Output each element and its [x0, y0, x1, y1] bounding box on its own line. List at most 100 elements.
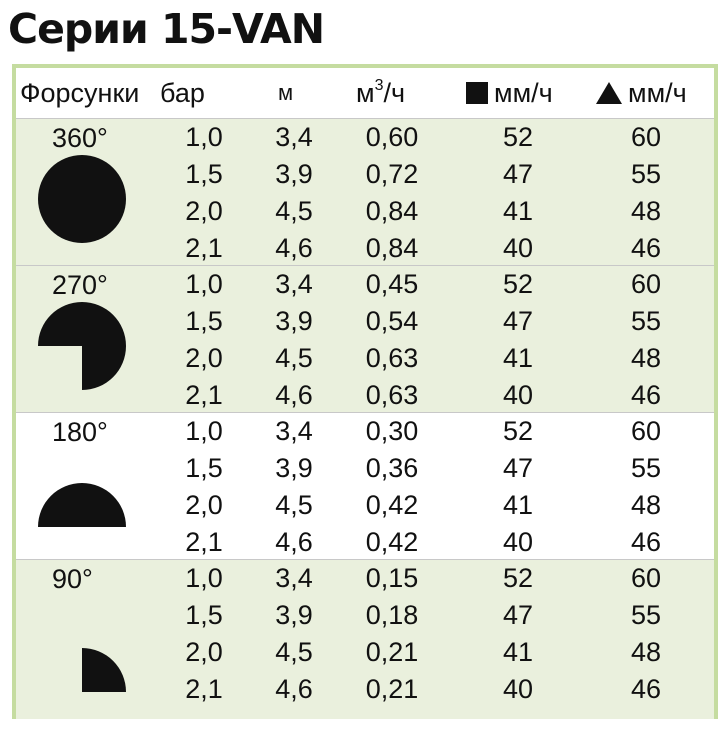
cell-square-rate: 41	[502, 196, 534, 226]
cell-bar: 2,1	[185, 233, 223, 263]
cell-m: 4,6	[275, 527, 313, 557]
table-row: 2,1 4,6 0,63 40 46	[16, 377, 714, 414]
three-quarter-circle-icon	[38, 302, 126, 390]
cell-square-rate: 52	[502, 269, 534, 299]
cell-bar: 1,5	[185, 159, 223, 189]
half-circle-icon	[38, 483, 126, 527]
cell-triangle-rate: 55	[630, 159, 662, 189]
angle-label: 270°	[52, 270, 108, 300]
header-triangle-label: мм/ч	[628, 78, 687, 108]
table-row: 1,0 3,4 0,60 52 60	[16, 119, 714, 156]
cell-triangle-rate: 48	[630, 343, 662, 373]
cell-bar: 1,0	[185, 563, 223, 593]
cell-bar: 1,0	[185, 122, 223, 152]
cell-square-rate: 52	[502, 122, 534, 152]
cell-m: 3,9	[275, 306, 313, 336]
cell-flow: 0,72	[365, 159, 419, 189]
cell-bar: 2,0	[185, 196, 223, 226]
header-nozzles: Форсунки	[20, 78, 140, 108]
table-row: 2,0 4,5 0,63 41 48	[16, 340, 714, 377]
table-row: 1,0 3,4 0,45 52 60	[16, 266, 714, 303]
cell-square-rate: 52	[502, 563, 534, 593]
table-row: 1,5 3,9 0,36 47 55	[16, 450, 714, 487]
cell-m: 4,5	[275, 196, 313, 226]
cell-bar: 2,1	[185, 674, 223, 704]
cell-flow: 0,21	[365, 637, 419, 667]
square-icon	[466, 82, 488, 104]
cell-triangle-rate: 46	[630, 527, 662, 557]
nozzle-group-180: 180° 1,0 3,4 0,30 52 60 1,5 3,9 0,36 47 …	[16, 412, 714, 559]
cell-square-rate: 52	[502, 416, 534, 446]
cell-flow: 0,21	[365, 674, 419, 704]
cell-triangle-rate: 46	[630, 233, 662, 263]
cell-triangle-rate: 60	[630, 416, 662, 446]
angle-label: 90°	[52, 564, 93, 594]
header-square-label: мм/ч	[494, 78, 553, 108]
cell-flow: 0,45	[365, 269, 419, 299]
cell-flow: 0,18	[365, 600, 419, 630]
cell-triangle-rate: 60	[630, 563, 662, 593]
cell-square-rate: 47	[502, 159, 534, 189]
cell-bar: 2,0	[185, 490, 223, 520]
cell-bar: 1,5	[185, 306, 223, 336]
cell-flow: 0,60	[365, 122, 419, 152]
cell-bar: 1,5	[185, 453, 223, 483]
cell-square-rate: 40	[502, 233, 534, 263]
cell-square-rate: 40	[502, 527, 534, 557]
table-row: 2,0 4,5 0,21 41 48	[16, 634, 714, 671]
cell-square-rate: 47	[502, 600, 534, 630]
cell-flow: 0,84	[365, 196, 419, 226]
triangle-icon	[596, 82, 622, 104]
cell-m: 3,4	[275, 269, 313, 299]
header-m: м	[278, 80, 294, 105]
header-square-rate: мм/ч	[466, 76, 553, 110]
header-bar: бар	[160, 78, 205, 108]
angle-label: 360°	[52, 123, 108, 153]
cell-triangle-rate: 48	[630, 196, 662, 226]
cell-triangle-rate: 46	[630, 380, 662, 410]
cell-m: 3,9	[275, 600, 313, 630]
cell-m: 4,5	[275, 490, 313, 520]
cell-triangle-rate: 46	[630, 674, 662, 704]
cell-triangle-rate: 60	[630, 269, 662, 299]
cell-m: 4,5	[275, 637, 313, 667]
quarter-circle-icon	[82, 648, 126, 692]
cell-square-rate: 40	[502, 380, 534, 410]
header-flow: м3/ч	[356, 76, 405, 110]
cell-square-rate: 41	[502, 343, 534, 373]
table-row: 2,1 4,6 0,84 40 46	[16, 230, 714, 267]
cell-bar: 2,0	[185, 637, 223, 667]
cell-flow: 0,63	[365, 380, 419, 410]
cell-bar: 1,5	[185, 600, 223, 630]
cell-triangle-rate: 60	[630, 122, 662, 152]
table-row: 1,5 3,9 0,54 47 55	[16, 303, 714, 340]
cell-flow: 0,30	[365, 416, 419, 446]
cell-flow: 0,84	[365, 233, 419, 263]
cell-square-rate: 47	[502, 306, 534, 336]
table-row: 1,5 3,9 0,18 47 55	[16, 597, 714, 634]
angle-label: 180°	[52, 417, 108, 447]
cell-bar: 2,0	[185, 343, 223, 373]
header-triangle-rate: мм/ч	[596, 76, 687, 110]
table-row: 1,0 3,4 0,30 52 60	[16, 413, 714, 450]
cell-triangle-rate: 55	[630, 600, 662, 630]
table-row: 1,0 3,4 0,15 52 60	[16, 560, 714, 597]
table-row: 2,0 4,5 0,42 41 48	[16, 487, 714, 524]
cell-bar: 2,1	[185, 527, 223, 557]
header-flow-rest: /ч	[383, 78, 406, 108]
cell-m: 4,5	[275, 343, 313, 373]
cell-m: 3,9	[275, 159, 313, 189]
cell-flow: 0,15	[365, 563, 419, 593]
table-row: 2,1 4,6 0,21 40 46	[16, 671, 714, 708]
cell-bar: 1,0	[185, 269, 223, 299]
table-row: 1,5 3,9 0,72 47 55	[16, 156, 714, 193]
cell-flow: 0,54	[365, 306, 419, 336]
cell-m: 3,4	[275, 122, 313, 152]
nozzle-group-90: 90° 1,0 3,4 0,15 52 60 1,5 3,9 0,18 47 5…	[16, 559, 714, 719]
cell-bar: 1,0	[185, 416, 223, 446]
nozzle-table: Форсунки бар м м3/ч мм/ч мм/ч 360° 1,0 3…	[12, 64, 718, 719]
cell-square-rate: 47	[502, 453, 534, 483]
cell-square-rate: 40	[502, 674, 534, 704]
cell-m: 3,4	[275, 416, 313, 446]
table-header: Форсунки бар м м3/ч мм/ч мм/ч	[16, 68, 714, 118]
